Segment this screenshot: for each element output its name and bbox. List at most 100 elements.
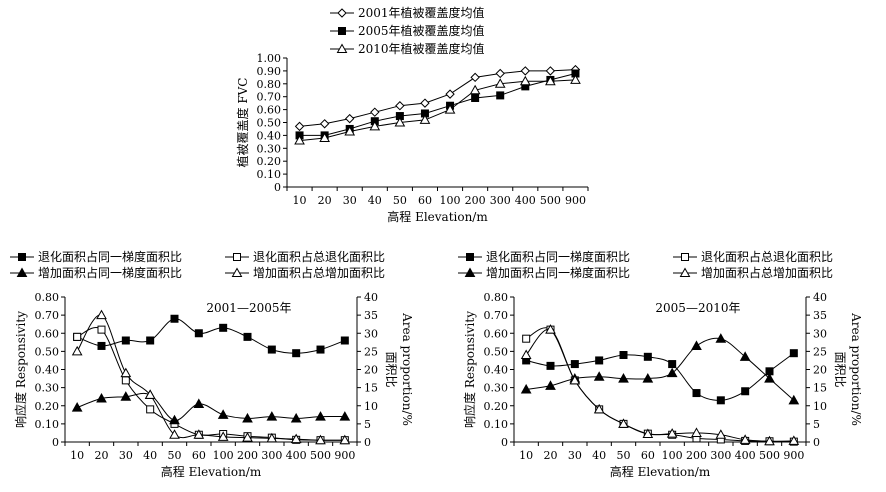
data-point-series-1: [345, 113, 355, 124]
data-point-series-3: [764, 373, 775, 383]
data-point-series-1: [395, 101, 405, 111]
chart-2: 0 0.10 0.20 0.30 0.40 0.50 0.60 0.70 0.80 0 5 10 15 2…: [10, 249, 414, 479]
data-point-series-1: [789, 349, 798, 358]
y-tick-label: 0.60: [35, 327, 60, 340]
x-tick-label: 60: [192, 449, 206, 462]
legend-marker: [231, 267, 243, 277]
legend-label: 2010年植被覆盖度均值: [358, 41, 485, 56]
legend-label: 增加面积占总增加面积比: [253, 265, 385, 280]
y2-axis-title-cn: 面积比: [384, 351, 398, 387]
data-point-series-3: [217, 409, 229, 419]
y2-tick-label: 40: [364, 291, 378, 304]
data-point-series-3: [666, 367, 678, 378]
y2-tick-label: 30: [813, 327, 827, 340]
legend: 2001年植被覆盖度均值 2005年植被覆盖度均值 2010年植被覆盖度均值: [330, 5, 485, 56]
y2-axis-title-cn: 面积比: [833, 351, 847, 387]
x-tick-label: 400: [735, 449, 756, 462]
x-tick-label: 10: [70, 449, 84, 462]
period-annotation: 2001—2005年: [206, 301, 291, 315]
series-line-2: [299, 73, 576, 136]
data-point-series-4: [217, 431, 229, 441]
y2-axis-title-en: Area proportion/%: [849, 312, 863, 426]
x-tick-label: 200: [686, 449, 707, 462]
y2-tick-label: 5: [813, 418, 820, 431]
y2-tick-label: 20: [813, 364, 827, 377]
x-tick-label: 20: [95, 449, 109, 462]
data-point-series-3: [494, 78, 506, 88]
data-point-series-4: [315, 434, 326, 445]
y-tick-label: 0.10: [35, 418, 60, 431]
x-tick-label: 30: [568, 449, 582, 462]
data-point-series-1: [420, 98, 430, 108]
data-point-series-1: [370, 107, 380, 117]
y-tick-label: 0.70: [484, 309, 509, 322]
x-tick-label: 500: [540, 194, 561, 207]
x-axis-title: 高程 Elevation/m: [161, 464, 262, 479]
y-tick-label: 0.80: [484, 291, 509, 304]
y2-tick-label: 40: [813, 291, 827, 304]
x-tick-label: 40: [592, 449, 606, 462]
y2-tick-label: 25: [364, 345, 378, 358]
y-tick-label: 0.20: [257, 155, 282, 168]
x-tick-label: 300: [261, 449, 282, 462]
data-point-series-4: [169, 429, 180, 439]
x-tick-label: 10: [293, 194, 307, 207]
x-tick-label: 500: [310, 449, 331, 462]
data-point-series-1: [316, 345, 325, 354]
data-point-series-3: [691, 340, 702, 350]
data-point-series-1: [619, 351, 628, 359]
legend-label: 退化面积占同一梯度面积比: [486, 249, 630, 264]
data-point-series-1: [319, 119, 330, 129]
legend-label: 增加面积占同一梯度面积比: [38, 265, 182, 280]
data-point-series-3: [570, 74, 581, 84]
data-point-series-1: [668, 360, 677, 369]
data-point-series-3: [520, 383, 532, 394]
data-point-series-3: [519, 75, 531, 86]
y2-tick-label: 25: [813, 345, 827, 358]
data-point-series-1: [170, 314, 179, 323]
y2-tick-label: 20: [364, 364, 378, 377]
data-point-series-1: [595, 356, 604, 365]
legend-marker: [16, 267, 28, 277]
y-tick-label: 0.60: [257, 104, 282, 117]
data-point-series-3: [71, 402, 83, 412]
data-point-series-1: [716, 396, 725, 405]
x-tick-label: 100: [213, 449, 234, 462]
x-tick-label: 900: [565, 194, 586, 207]
series-line-3: [526, 337, 795, 401]
data-point-series-3: [593, 371, 605, 381]
data-point-series-3: [96, 392, 107, 403]
data-point-series-3: [120, 391, 132, 401]
period-annotation: 2005—2010年: [655, 301, 740, 315]
data-point-series-4: [144, 389, 156, 399]
data-point-series-4: [788, 435, 800, 445]
y-tick-label: 0.70: [35, 309, 60, 322]
y2-tick-label: 10: [813, 400, 827, 413]
legend-marker: [466, 253, 474, 261]
data-point-series-4: [339, 434, 351, 445]
x-tick-label: 200: [465, 194, 486, 207]
y-tick-label: 0.80: [35, 291, 60, 304]
data-point-series-4: [715, 429, 727, 439]
x-tick-label: 100: [662, 449, 683, 462]
series-line-2: [76, 327, 345, 441]
series-line-1: [299, 69, 576, 127]
data-point-series-3: [319, 132, 330, 142]
legend-marker: [679, 267, 691, 277]
y-axis-title: 植被覆盖度 FVC: [235, 78, 250, 168]
legend-label: 退化面积占总退化面积比: [253, 249, 385, 264]
y-tick-label: 0: [501, 436, 508, 449]
data-point-series-1: [495, 68, 505, 79]
y-tick-label: 0.40: [35, 364, 60, 377]
y2-tick-label: 0: [813, 436, 820, 449]
y2-tick-label: 35: [364, 309, 378, 322]
y-tick-label: 0.30: [257, 142, 282, 155]
data-point-series-1: [194, 329, 203, 338]
series-line-1: [76, 318, 345, 354]
y-tick-label: 0.10: [484, 418, 509, 431]
data-point-series-4: [520, 349, 532, 359]
x-tick-label: 30: [343, 194, 357, 207]
y-tick-label: 0: [274, 181, 281, 194]
